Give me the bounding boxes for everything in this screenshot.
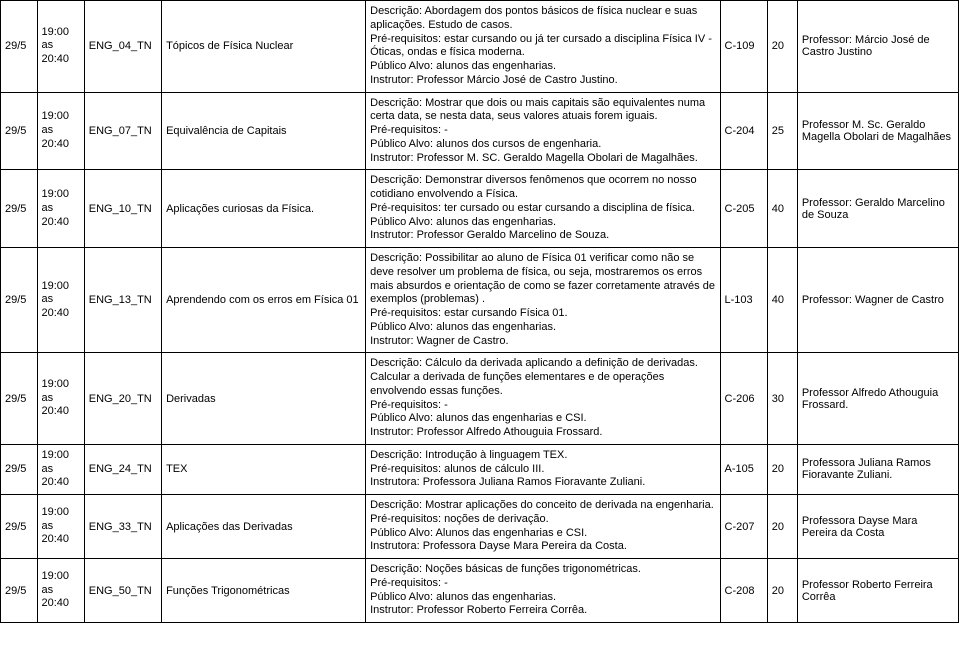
room-cell: L-103 bbox=[720, 248, 767, 353]
capacity-cell: 40 bbox=[767, 170, 797, 248]
professor-cell: Professora Dayse Mara Pereira da Costa bbox=[797, 495, 958, 559]
time-cell: 19:00as20:40 bbox=[37, 1, 84, 93]
date-cell: 29/5 bbox=[1, 170, 38, 248]
description-cell: Descrição: Possibilitar ao aluno de Físi… bbox=[366, 248, 720, 353]
code-cell: ENG_13_TN bbox=[84, 248, 161, 353]
table-row: 29/519:00as20:40ENG_07_TNEquivalência de… bbox=[1, 92, 959, 170]
table-row: 29/519:00as20:40ENG_10_TNAplicações curi… bbox=[1, 170, 959, 248]
time-cell: 19:00as20:40 bbox=[37, 248, 84, 353]
room-cell: C-207 bbox=[720, 495, 767, 559]
time-cell: 19:00as20:40 bbox=[37, 170, 84, 248]
capacity-cell: 20 bbox=[767, 444, 797, 494]
title-cell: TEX bbox=[162, 444, 366, 494]
time-cell: 19:00as20:40 bbox=[37, 92, 84, 170]
table-row: 29/519:00as20:40ENG_04_TNTópicos de Físi… bbox=[1, 1, 959, 93]
capacity-cell: 25 bbox=[767, 92, 797, 170]
schedule-table: 29/519:00as20:40ENG_04_TNTópicos de Físi… bbox=[0, 0, 959, 623]
table-row: 29/519:00as20:40ENG_24_TNTEXDescrição: I… bbox=[1, 444, 959, 494]
time-cell: 19:00as20:40 bbox=[37, 495, 84, 559]
date-cell: 29/5 bbox=[1, 248, 38, 353]
title-cell: Tópicos de Física Nuclear bbox=[162, 1, 366, 93]
description-cell: Descrição: Mostrar aplicações do conceit… bbox=[366, 495, 720, 559]
room-cell: C-204 bbox=[720, 92, 767, 170]
professor-cell: Professor: Márcio José de Castro Justino bbox=[797, 1, 958, 93]
description-cell: Descrição: Cálculo da derivada aplicando… bbox=[366, 353, 720, 445]
description-cell: Descrição: Abordagem dos pontos básicos … bbox=[366, 1, 720, 93]
professor-cell: Professor M. Sc. Geraldo Magella Obolari… bbox=[797, 92, 958, 170]
table-row: 29/519:00as20:40ENG_50_TNFunções Trigono… bbox=[1, 559, 959, 623]
room-cell: C-109 bbox=[720, 1, 767, 93]
code-cell: ENG_10_TN bbox=[84, 170, 161, 248]
capacity-cell: 20 bbox=[767, 1, 797, 93]
professor-cell: Professor: Wagner de Castro bbox=[797, 248, 958, 353]
code-cell: ENG_07_TN bbox=[84, 92, 161, 170]
title-cell: Equivalência de Capitais bbox=[162, 92, 366, 170]
title-cell: Aprendendo com os erros em Física 01 bbox=[162, 248, 366, 353]
professor-cell: Professor Roberto Ferreira Corrêa bbox=[797, 559, 958, 623]
date-cell: 29/5 bbox=[1, 353, 38, 445]
date-cell: 29/5 bbox=[1, 92, 38, 170]
room-cell: C-205 bbox=[720, 170, 767, 248]
capacity-cell: 40 bbox=[767, 248, 797, 353]
description-cell: Descrição: Demonstrar diversos fenômenos… bbox=[366, 170, 720, 248]
room-cell: C-206 bbox=[720, 353, 767, 445]
professor-cell: Professor Alfredo Athouguia Frossard. bbox=[797, 353, 958, 445]
schedule-table-wrap: 29/519:00as20:40ENG_04_TNTópicos de Físi… bbox=[0, 0, 959, 623]
code-cell: ENG_04_TN bbox=[84, 1, 161, 93]
table-row: 29/519:00as20:40ENG_33_TNAplicações das … bbox=[1, 495, 959, 559]
description-cell: Descrição: Introdução à linguagem TEX.Pr… bbox=[366, 444, 720, 494]
code-cell: ENG_50_TN bbox=[84, 559, 161, 623]
table-row: 29/519:00as20:40ENG_13_TNAprendendo com … bbox=[1, 248, 959, 353]
description-cell: Descrição: Mostrar que dois ou mais capi… bbox=[366, 92, 720, 170]
room-cell: A-105 bbox=[720, 444, 767, 494]
capacity-cell: 20 bbox=[767, 559, 797, 623]
capacity-cell: 30 bbox=[767, 353, 797, 445]
date-cell: 29/5 bbox=[1, 559, 38, 623]
time-cell: 19:00as20:40 bbox=[37, 353, 84, 445]
date-cell: 29/5 bbox=[1, 1, 38, 93]
room-cell: C-208 bbox=[720, 559, 767, 623]
code-cell: ENG_20_TN bbox=[84, 353, 161, 445]
professor-cell: Professor: Geraldo Marcelino de Souza bbox=[797, 170, 958, 248]
title-cell: Aplicações curiosas da Física. bbox=[162, 170, 366, 248]
title-cell: Funções Trigonométricas bbox=[162, 559, 366, 623]
code-cell: ENG_33_TN bbox=[84, 495, 161, 559]
professor-cell: Professora Juliana Ramos Fioravante Zuli… bbox=[797, 444, 958, 494]
code-cell: ENG_24_TN bbox=[84, 444, 161, 494]
date-cell: 29/5 bbox=[1, 495, 38, 559]
time-cell: 19:00as20:40 bbox=[37, 559, 84, 623]
title-cell: Aplicações das Derivadas bbox=[162, 495, 366, 559]
table-row: 29/519:00as20:40ENG_20_TNDerivadasDescri… bbox=[1, 353, 959, 445]
title-cell: Derivadas bbox=[162, 353, 366, 445]
description-cell: Descrição: Noções básicas de funções tri… bbox=[366, 559, 720, 623]
capacity-cell: 20 bbox=[767, 495, 797, 559]
time-cell: 19:00as20:40 bbox=[37, 444, 84, 494]
date-cell: 29/5 bbox=[1, 444, 38, 494]
